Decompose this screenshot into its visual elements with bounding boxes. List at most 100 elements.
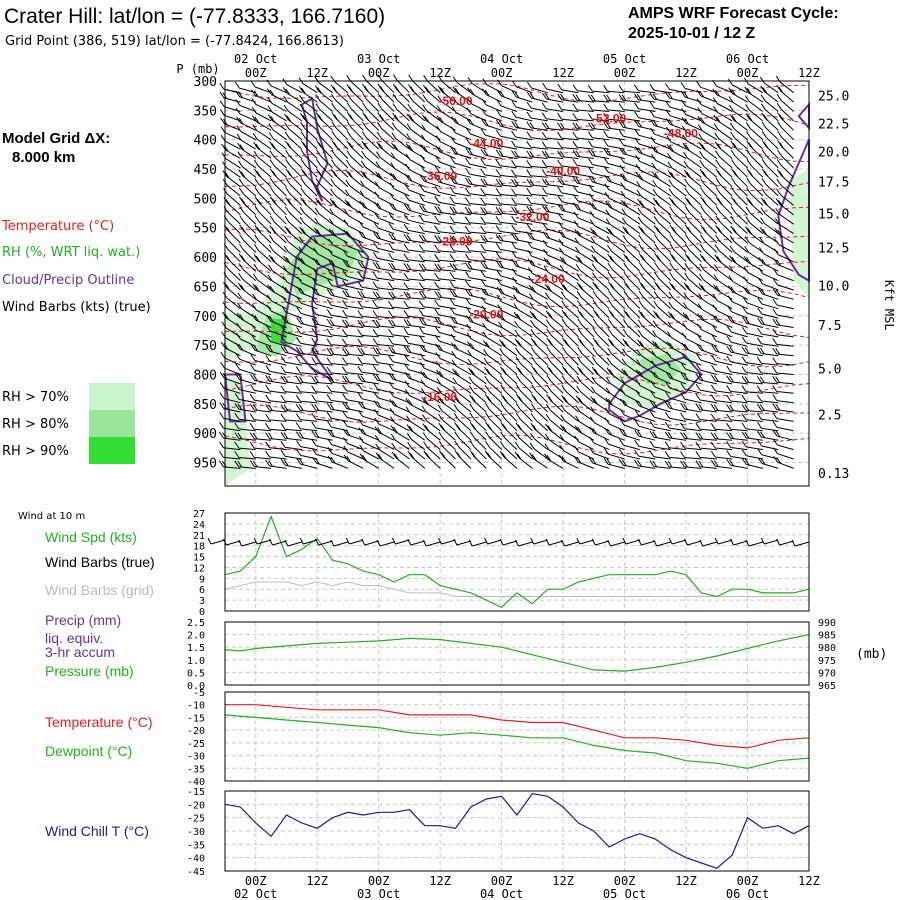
isotherm-label: -48.00 <box>664 127 698 141</box>
wind-barb <box>607 281 625 300</box>
wind-barb <box>392 112 410 131</box>
wind-barb <box>357 392 379 404</box>
wind-barb <box>666 351 687 366</box>
wind-barb <box>296 449 318 460</box>
wind-barb <box>500 422 518 441</box>
wind-barb <box>541 160 564 169</box>
wind-barb <box>239 224 257 244</box>
wind-barb <box>480 188 502 197</box>
wind-barb <box>372 261 395 272</box>
wind-barb <box>635 172 656 188</box>
rh-legend-label: RH > 90% <box>2 444 69 459</box>
wind-barb <box>391 451 410 469</box>
wind-barb <box>466 107 487 122</box>
wind-barb <box>346 84 364 103</box>
wind-barb <box>223 197 241 216</box>
wind-barb <box>361 150 380 169</box>
date-label: 04 Oct <box>480 52 523 66</box>
wind-barb <box>541 169 564 178</box>
wind-barb <box>436 369 456 385</box>
wind-barb <box>634 419 656 432</box>
wind-barb <box>545 423 564 441</box>
isotherm-contour <box>224 258 810 279</box>
time-tick-label: 12Z <box>798 66 820 80</box>
wind-barb <box>403 243 425 253</box>
wind-barb <box>680 441 702 451</box>
wind-barb-10m <box>299 537 318 545</box>
wind-barb <box>234 451 256 460</box>
wind-barb <box>452 368 472 385</box>
wind-barb <box>684 224 702 244</box>
wind-barb <box>372 338 395 347</box>
wind-barb <box>341 347 364 357</box>
pressure-series-label: Precip (mm) <box>45 612 121 628</box>
wind-barb <box>515 384 533 404</box>
wind-barb <box>575 255 595 272</box>
wind-barb <box>326 403 348 413</box>
wind-barb <box>511 80 533 94</box>
wind-barb <box>358 240 379 253</box>
wind-barb <box>389 407 410 422</box>
wind-barb <box>680 451 702 460</box>
wind-barb <box>267 105 287 122</box>
wind-barb <box>727 295 748 310</box>
wind-barb <box>758 247 779 263</box>
wind-barb <box>684 178 702 197</box>
wind-barb <box>235 99 256 112</box>
wind-barb <box>604 417 625 432</box>
wind-barb <box>468 367 487 385</box>
wind-barb <box>253 141 272 159</box>
wind-barb <box>418 224 441 235</box>
wind-barb <box>295 346 318 357</box>
wind-barb <box>576 273 595 291</box>
wind-barb <box>774 228 794 244</box>
wind-barb <box>469 394 487 413</box>
wind-barb <box>746 177 764 197</box>
wind-barb <box>389 172 410 188</box>
wind-barb <box>710 459 733 469</box>
wind-barb <box>315 94 333 112</box>
wind-barb <box>239 215 257 234</box>
wind-barb <box>634 102 656 112</box>
wind-barb <box>696 81 717 94</box>
wind-barb-10m <box>699 539 717 547</box>
wind-barb <box>651 360 671 375</box>
wind-barb <box>285 168 303 188</box>
wind-barb <box>543 257 564 272</box>
isotherm-label: -16.00 <box>423 390 457 404</box>
wind-barb <box>591 263 610 281</box>
wind-barb <box>389 192 410 206</box>
wind-barb <box>650 380 671 394</box>
wind-barb <box>696 98 717 112</box>
wind-barb <box>296 457 318 469</box>
wind-barb-10m <box>637 538 656 546</box>
y-tick-label: 3 <box>199 596 205 607</box>
wind-barb <box>684 196 702 216</box>
wind-barb <box>745 104 764 122</box>
wind-barb <box>469 440 487 460</box>
wind-barb <box>295 366 318 375</box>
wind-barb <box>605 200 625 216</box>
wind-barb <box>434 175 456 188</box>
wind-barb <box>618 94 640 103</box>
wind-barb <box>250 354 272 366</box>
wind-barb <box>420 388 441 404</box>
wind-barb <box>331 159 349 178</box>
wind-barb <box>695 460 717 469</box>
wind-barb <box>359 453 379 469</box>
wind-barb <box>449 166 472 178</box>
wind-barb <box>283 104 303 122</box>
wind-barb <box>726 345 748 357</box>
wind-barb <box>346 75 364 94</box>
wind-barb <box>495 139 518 150</box>
wind-barb <box>511 159 533 169</box>
wind-barb <box>573 220 595 235</box>
wind-barb <box>422 423 441 441</box>
wind-barb <box>450 156 472 169</box>
wind-barb <box>541 187 564 197</box>
wind-barb <box>484 366 502 385</box>
wind-barb <box>668 188 687 206</box>
wind-barb <box>664 451 687 460</box>
wind-barb <box>636 189 656 206</box>
wind-barb-10m <box>468 539 487 547</box>
